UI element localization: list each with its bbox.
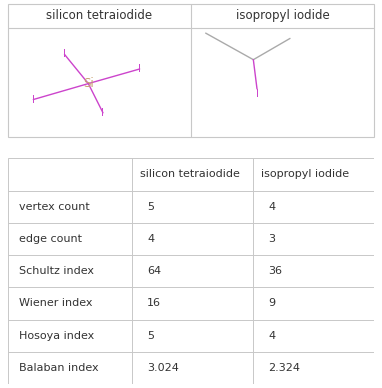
Text: 2.324: 2.324 [268,363,300,373]
Text: I: I [32,95,35,104]
Text: 64: 64 [147,266,161,276]
Text: Schultz index: Schultz index [19,266,94,276]
Text: vertex count: vertex count [19,202,89,212]
Text: 4: 4 [147,234,154,244]
Text: Wiener index: Wiener index [19,298,92,308]
Text: I: I [138,64,141,74]
Text: 9: 9 [268,298,275,308]
Text: I: I [102,108,105,118]
Text: 36: 36 [268,266,282,276]
Text: edge count: edge count [19,234,82,244]
Text: 4: 4 [268,331,275,341]
Text: isopropyl iodide: isopropyl iodide [236,9,330,22]
Text: Si: Si [83,77,94,90]
Text: Hosoya index: Hosoya index [19,331,94,341]
Text: Balaban index: Balaban index [19,363,98,373]
Text: isopropyl iodide: isopropyl iodide [261,170,349,179]
Text: 16: 16 [147,298,161,308]
Text: silicon tetraiodide: silicon tetraiodide [46,9,152,22]
Text: silicon tetraiodide: silicon tetraiodide [140,170,240,179]
Text: 5: 5 [147,202,154,212]
Text: I: I [63,49,66,59]
Text: 4: 4 [268,202,275,212]
Text: 3: 3 [268,234,275,244]
Text: 5: 5 [147,331,154,341]
Text: I: I [256,89,259,99]
Text: 3.024: 3.024 [147,363,179,373]
